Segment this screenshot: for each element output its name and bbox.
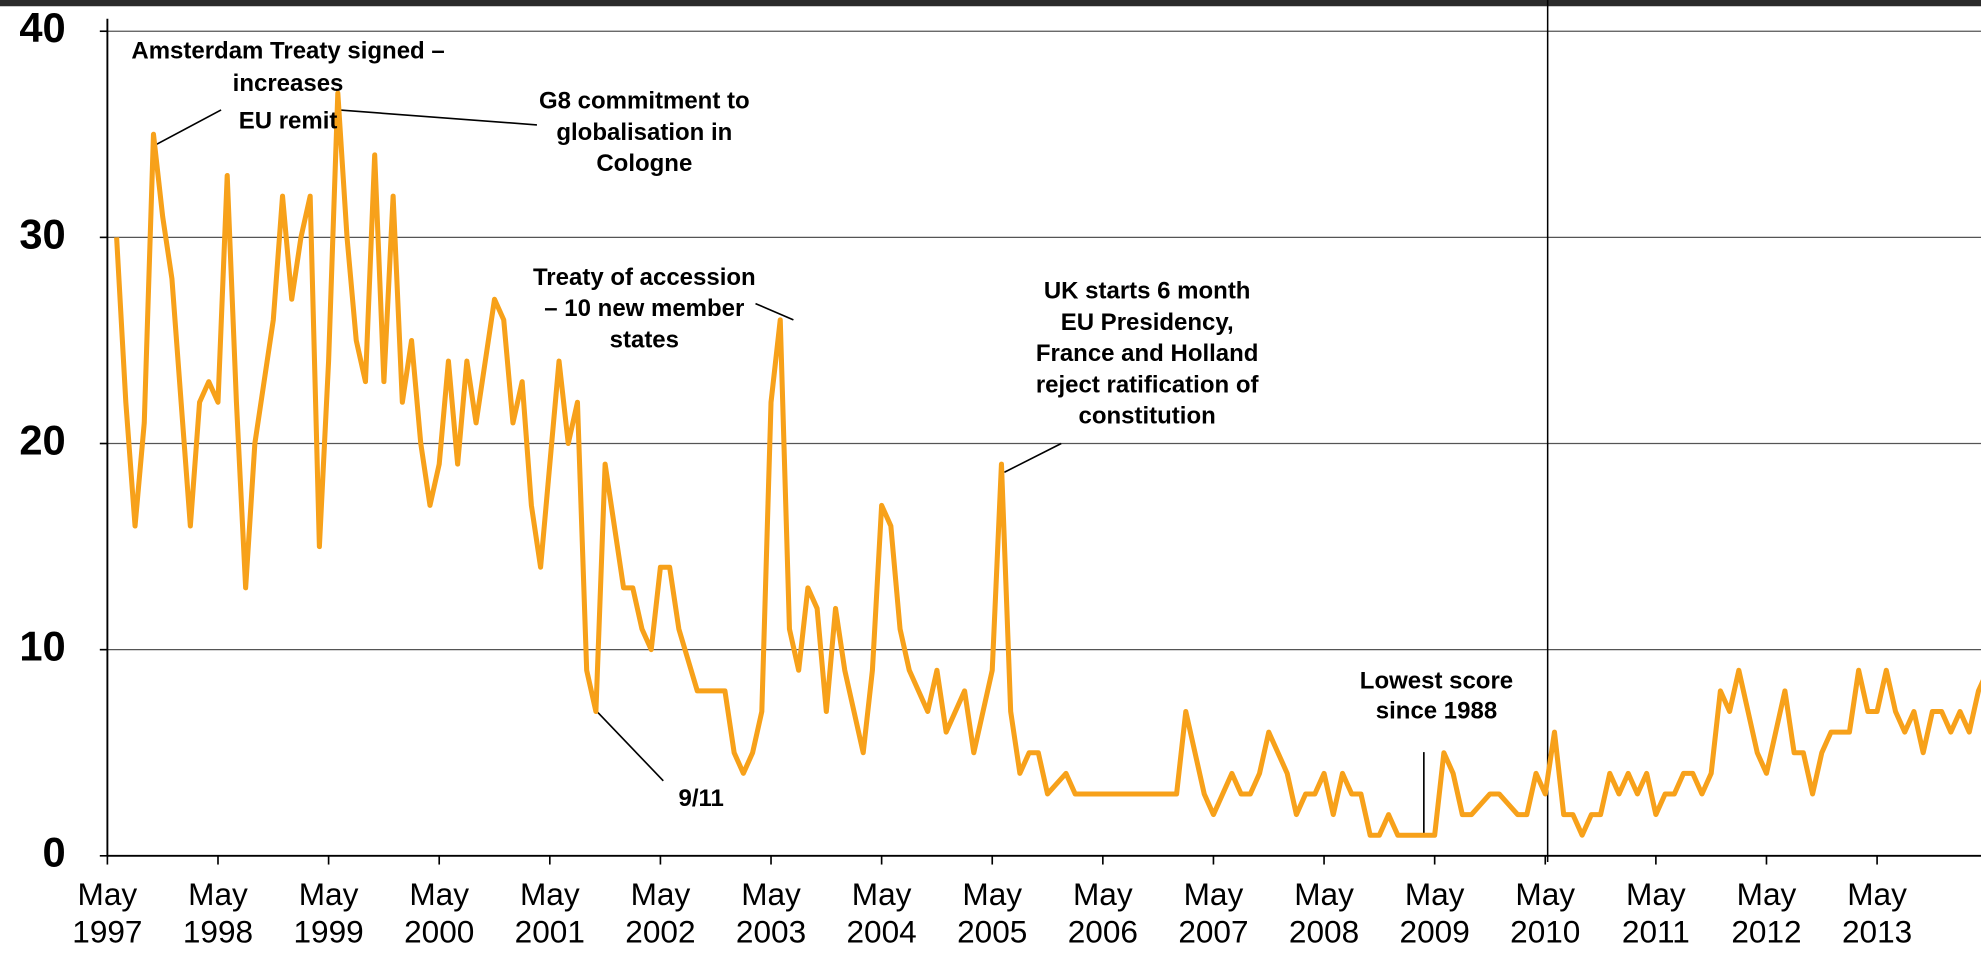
leader — [155, 109, 222, 146]
x-tick-label: May 2003 — [736, 877, 806, 949]
x-tick-label: May 2002 — [625, 877, 695, 949]
x-tick-label: May 2010 — [1510, 877, 1580, 949]
x-tick-label: May 2006 — [1068, 877, 1138, 949]
leader — [755, 302, 794, 321]
leader — [596, 711, 664, 782]
x-tick-label: May 1998 — [183, 877, 253, 949]
y-tick-label: 0 — [43, 829, 66, 876]
x-tick-label: May 2008 — [1289, 877, 1359, 949]
plot: Amsterdam Treaty signed – increases EU rem… — [114, 38, 1981, 838]
top-bar — [0, 0, 1981, 7]
annotation: 9/11 — [678, 785, 723, 812]
annotation: EU Presidency, — [1061, 309, 1234, 336]
annotation: Lowest score — [1360, 668, 1513, 695]
x-tick-label: May 1999 — [293, 877, 363, 949]
x-tick-label: May 2009 — [1400, 877, 1470, 949]
annotation: Amsterdam Treaty signed – — [131, 38, 444, 65]
annotation: increases — [233, 70, 344, 97]
x-tick-label: May 2012 — [1731, 877, 1801, 949]
y-tick-label: 10 — [19, 623, 65, 670]
y-tick-label: 30 — [19, 210, 65, 257]
x-tick-label: May 2011 — [1622, 877, 1690, 949]
data-line — [114, 90, 1981, 838]
annotation: constitution — [1079, 403, 1216, 430]
leader — [338, 109, 538, 126]
y-tick-label: 20 — [19, 417, 65, 464]
x-tick-label: May 2013 — [1842, 877, 1912, 949]
annotation: G8 commitment to — [539, 88, 750, 115]
x-tick-label: May 2001 — [515, 877, 585, 949]
annotation: reject ratification of — [1036, 371, 1259, 398]
x-tick-label: May 2007 — [1178, 877, 1248, 949]
annotation-leaders — [155, 109, 1425, 835]
x-tick-label: May 2004 — [847, 877, 917, 949]
annotation: EU remit — [239, 108, 338, 135]
y-tick-label: 40 — [19, 4, 65, 51]
annotation: Cologne — [596, 150, 692, 177]
x-tick-label: May 2000 — [404, 877, 474, 949]
annotation: Treaty of accession — [533, 264, 756, 291]
annotation: – 10 new member — [544, 295, 744, 322]
annotation: since 1988 — [1376, 698, 1497, 725]
annotation: UK starts 6 month — [1044, 278, 1251, 305]
grid: 0 10 20 30 40 May 1997 May 1998 May 1999 May 2000 May… — [19, 4, 1981, 950]
annotation: states — [610, 326, 679, 353]
annotation: France and Holland — [1036, 340, 1259, 367]
x-tick-label: May 2005 — [957, 877, 1027, 949]
x-tick-label: May 1997 — [72, 877, 142, 949]
annotation: globalisation in — [556, 119, 732, 146]
leader — [1004, 442, 1062, 473]
